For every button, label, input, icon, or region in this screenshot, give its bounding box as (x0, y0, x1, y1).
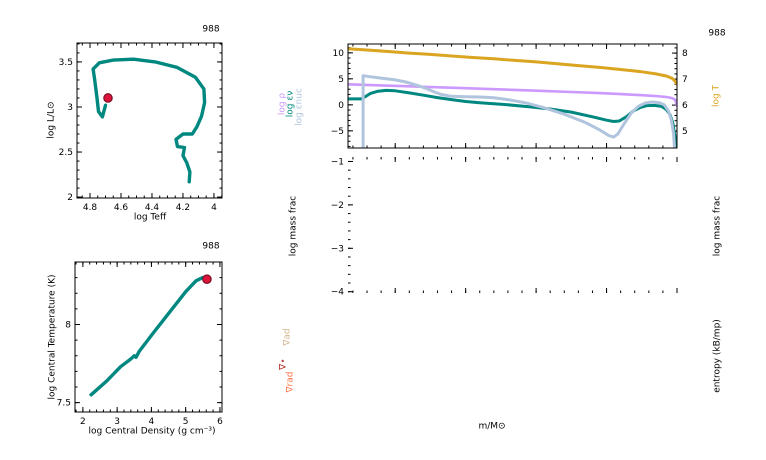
svg-text:4.4: 4.4 (145, 203, 160, 213)
trho-diagram-trho-track (89, 275, 209, 397)
abundance-panel: −4 −3 −2 −1 (331, 157, 678, 298)
trho-model-number: 988 (202, 241, 220, 252)
grad-ad-axis-label: ∇ad (282, 328, 293, 346)
svg-text:10: 10 (333, 49, 345, 59)
svg-text:3: 3 (67, 103, 73, 113)
trho-y-axis-label: log Central Temperature (K) (47, 274, 58, 400)
power-panel-log-rho (348, 83, 677, 108)
svg-text:3: 3 (114, 417, 120, 427)
svg-text:5: 5 (183, 417, 189, 427)
svg-text:−3: −3 (331, 244, 344, 254)
svg-text:6: 6 (682, 101, 688, 111)
svg-text:4: 4 (211, 203, 217, 213)
svg-text:−2: −2 (331, 201, 344, 211)
svg-text:4.8: 4.8 (83, 203, 98, 213)
power-epsnuc-axis-label: log εnuc (294, 88, 305, 126)
hr-diagram: 4.8 4.6 4.4 4.2 4 2 2.5 3 3.5 (59, 42, 223, 213)
svg-text:2.5: 2.5 (59, 148, 73, 158)
svg-text:3.5: 3.5 (59, 58, 73, 68)
entropy-axis-label: entropy (kB/mp) (712, 319, 723, 393)
trho-diagram: 2 3 4 5 6 7.5 8 (57, 261, 223, 427)
hr-x-axis-label: log Teff (133, 212, 167, 223)
trho-diagram-current-model-marker (202, 274, 212, 284)
abundance-y2-axis-label: log mass frac (712, 195, 723, 257)
svg-text:2: 2 (80, 417, 86, 427)
svg-text:0: 0 (338, 101, 344, 111)
svg-text:−5: −5 (331, 127, 344, 137)
svg-text:4.2: 4.2 (176, 203, 190, 213)
svg-text:6: 6 (217, 417, 223, 427)
svg-text:8: 8 (65, 321, 71, 331)
svg-text:5: 5 (338, 75, 344, 85)
svg-text:2: 2 (67, 193, 73, 203)
power-logT-axis-label: log T (711, 84, 722, 108)
svg-text:8: 8 (682, 49, 688, 59)
hr-diagram-current-model-marker (103, 93, 113, 103)
hr-model-number: 988 (202, 24, 220, 35)
hr-diagram-hr-track (91, 57, 207, 184)
trho-x-axis-label: log Central Density (g cm⁻³) (88, 426, 216, 437)
grad-rad-axis-label: ∇rad (285, 371, 296, 393)
svg-text:5: 5 (682, 127, 688, 137)
power-panel-log-T (348, 47, 677, 86)
svg-text:−1: −1 (331, 157, 344, 167)
svg-text:−4: −4 (331, 288, 345, 298)
power-panel: −5 0 5 10 5 6 7 8 (331, 43, 688, 149)
svg-text:7.5: 7.5 (57, 399, 71, 409)
abundance-y-axis-label: log mass frac (288, 195, 299, 257)
svg-text:4.6: 4.6 (114, 203, 129, 213)
svg-text:7: 7 (682, 75, 688, 85)
svg-text:4: 4 (149, 417, 155, 427)
grad-star-axis-label: ∇⋆ (278, 358, 289, 370)
grid-x-axis-label: m/M⊙ (478, 421, 506, 432)
hr-y-axis-label: log L/L⊙ (46, 101, 57, 139)
grid-model-number: 988 (708, 28, 726, 39)
power-panel-log-eps-nuc (361, 74, 676, 148)
